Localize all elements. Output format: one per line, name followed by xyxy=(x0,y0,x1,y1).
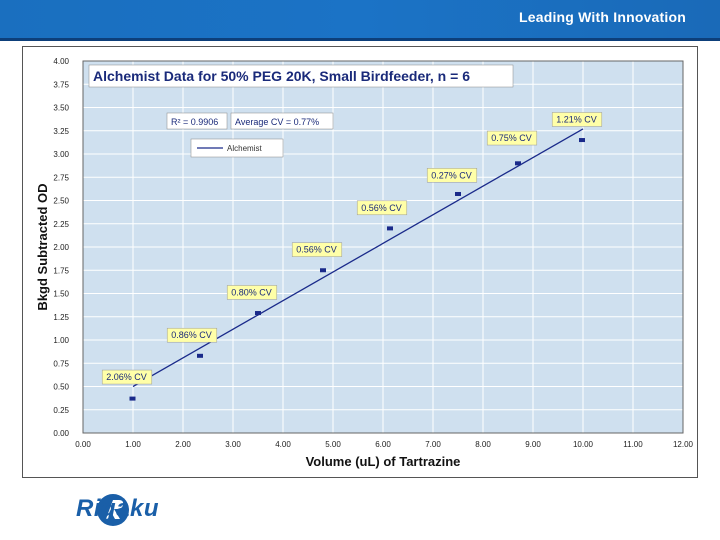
x-tick-label: 9.00 xyxy=(525,440,541,449)
cv-annotation-box xyxy=(356,200,408,216)
x-tick-label: 8.00 xyxy=(475,440,491,449)
y-tick-label: 1.00 xyxy=(53,336,69,345)
chart-frame: 0.00 0.25 0.50 0.75 1.00 1.25 1.50 1.75 2.00 2.25… xyxy=(22,46,698,478)
x-axis-label: Volume (uL) of Tartrazine xyxy=(306,454,461,469)
cv-annotation: 0.56% CV xyxy=(296,245,337,255)
x-tick-label: 11.00 xyxy=(623,440,643,449)
y-axis-label: Bkgd Subtracted OD xyxy=(35,183,50,310)
cv-annotation: 2.06% CV xyxy=(106,372,147,382)
cv-annotation: 0.75% CV xyxy=(491,133,532,143)
y-tick-label: 2.50 xyxy=(53,197,69,206)
y-tick-label: 3.50 xyxy=(53,104,69,113)
trendline xyxy=(132,128,584,388)
y-tick-label: 0.00 xyxy=(53,429,69,438)
cv-annotation-box xyxy=(426,168,478,183)
y-tick-label: 1.75 xyxy=(53,266,69,275)
cv-annotation: 0.80% CV xyxy=(231,287,272,297)
cv-annotation-box xyxy=(291,242,343,257)
header-tagline: Leading With Innovation xyxy=(518,9,686,25)
y-tick-label: 3.75 xyxy=(53,80,69,89)
data-point xyxy=(579,138,585,143)
y-tick-label: 1.50 xyxy=(53,290,69,299)
plot-border xyxy=(82,60,684,434)
cv-annotation: 0.56% CV xyxy=(361,203,402,213)
y-tick-label: 4.00 xyxy=(53,57,69,66)
y-tick-label: 2.75 xyxy=(53,173,69,182)
x-tick-label: 0.00 xyxy=(75,440,91,449)
y-tick-label: 0.50 xyxy=(53,383,69,392)
cv-annotation-box xyxy=(166,327,218,343)
data-point xyxy=(129,396,136,401)
y-tick-label: 0.25 xyxy=(53,406,69,415)
data-point xyxy=(455,191,461,196)
header-banner xyxy=(0,0,720,38)
chart-svg: 0.00 0.25 0.50 0.75 1.00 1.25 1.50 1.75 2.00 2.25… xyxy=(35,57,694,469)
header-divider xyxy=(0,38,720,41)
chart-title: Alchemist Data for 50% PEG 20K, Small Bi… xyxy=(93,68,470,84)
data-point xyxy=(197,353,203,358)
data-point xyxy=(515,161,521,166)
x-tick-label: 6.00 xyxy=(375,440,391,449)
x-tick-label: 3.00 xyxy=(225,440,241,449)
x-tick-label: 12.00 xyxy=(673,440,694,449)
cv-annotation: 0.27% CV xyxy=(431,170,472,180)
y-tick-label: 3.00 xyxy=(53,150,69,159)
cv-annotation: 1.21% CV xyxy=(556,114,597,124)
data-point xyxy=(255,311,261,316)
stats-box xyxy=(230,112,334,130)
r2-box xyxy=(166,112,228,130)
cv-annotation-box xyxy=(101,369,153,385)
cv-annotation-box xyxy=(226,285,278,300)
y-tick-label: 1.25 xyxy=(53,313,69,322)
cv-annotation-box xyxy=(551,112,603,127)
legend-entry: Alchemist xyxy=(227,144,262,153)
x-tick-label: 1.00 xyxy=(125,440,141,449)
x-tick-label: 4.00 xyxy=(275,440,291,449)
rigaku-logo-icon xyxy=(97,494,129,526)
data-point xyxy=(387,226,393,231)
brand-name: Rigaku xyxy=(76,495,160,522)
stats-label: Average CV = 0.77% xyxy=(235,117,319,127)
cv-annotation: 0.86% CV xyxy=(171,330,212,340)
data-point xyxy=(320,268,326,273)
y-tick-label: 3.25 xyxy=(53,127,69,136)
y-tick-label: 0.75 xyxy=(53,359,69,368)
r2-label: R² = 0.9906 xyxy=(171,117,218,127)
x-tick-label: 2.00 xyxy=(175,440,191,449)
x-tick-label: 10.00 xyxy=(573,440,594,449)
y-tick-label: 2.00 xyxy=(53,243,69,252)
x-tick-label: 7.00 xyxy=(425,440,441,449)
legend-box xyxy=(190,138,284,158)
y-tick-label: 2.25 xyxy=(53,220,69,229)
x-tick-label: 5.00 xyxy=(325,440,341,449)
cv-annotation-box xyxy=(486,130,538,146)
title-box xyxy=(88,64,514,88)
